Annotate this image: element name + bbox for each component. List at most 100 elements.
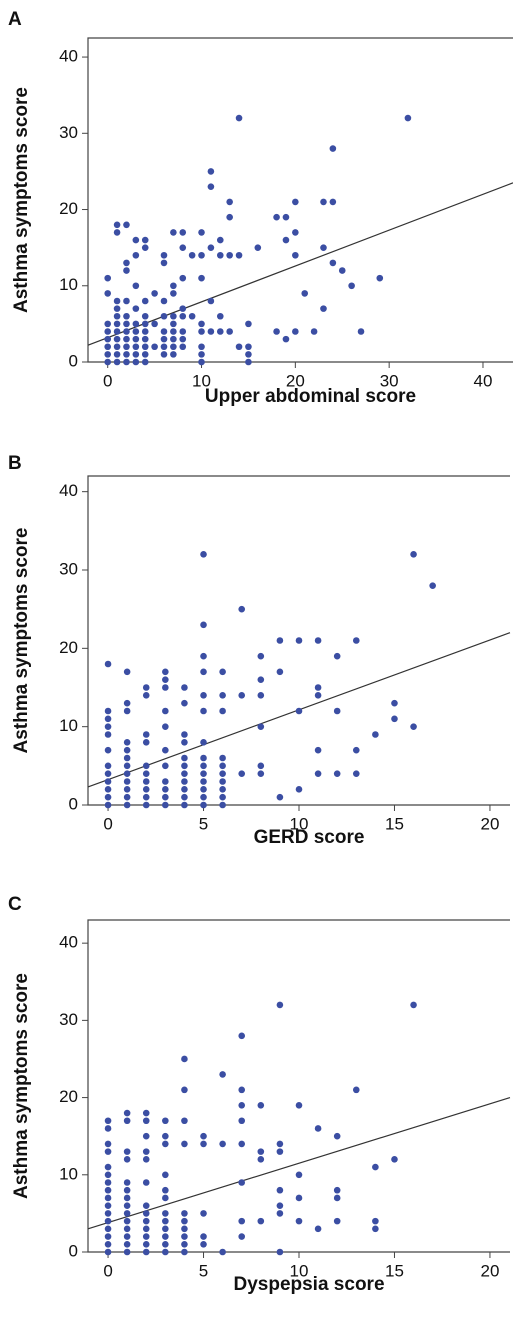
point [404, 114, 412, 122]
point [410, 551, 417, 558]
point [113, 305, 121, 312]
point [162, 1194, 169, 1202]
y-tick-label: 20 [59, 199, 78, 218]
point [104, 746, 112, 754]
point [162, 762, 169, 770]
point [104, 707, 112, 715]
point [179, 328, 187, 335]
point [123, 1217, 131, 1225]
point [200, 778, 207, 785]
point [181, 801, 188, 809]
point [162, 746, 169, 754]
point [123, 1233, 131, 1240]
point [132, 282, 140, 290]
point [292, 198, 299, 206]
point [372, 1217, 379, 1225]
point [104, 786, 112, 793]
point [104, 1148, 112, 1155]
point [179, 274, 187, 282]
point [348, 282, 355, 290]
point [200, 692, 207, 699]
point [104, 351, 112, 358]
point [123, 343, 130, 351]
point [123, 762, 131, 770]
point [219, 793, 226, 801]
point [162, 778, 169, 785]
point [179, 335, 187, 343]
point [238, 1179, 246, 1186]
point [123, 668, 131, 676]
point [320, 198, 327, 206]
point [123, 312, 130, 320]
point [372, 1163, 379, 1171]
point [333, 1194, 341, 1202]
point [292, 229, 299, 236]
x-tick-label: 20 [480, 814, 499, 833]
point [329, 198, 337, 206]
point [219, 778, 226, 785]
panel-label: B [8, 453, 22, 474]
point [142, 692, 150, 699]
point [219, 770, 226, 777]
point [295, 637, 303, 644]
point [151, 290, 158, 297]
point [123, 297, 130, 305]
point [276, 793, 284, 801]
point [162, 1217, 169, 1225]
point [314, 637, 322, 644]
point [200, 739, 207, 746]
point [235, 251, 243, 259]
point [123, 1109, 131, 1117]
point [188, 312, 196, 320]
point [238, 1217, 246, 1225]
point [170, 351, 177, 358]
y-tick-label: 40 [59, 47, 78, 66]
point [235, 343, 243, 351]
point [200, 668, 207, 676]
point [207, 183, 215, 190]
y-axis-title: Asthma symptoms score [11, 87, 32, 313]
point [257, 1217, 265, 1225]
point [200, 1140, 207, 1148]
point [273, 328, 280, 335]
point [333, 1217, 341, 1225]
point [170, 229, 177, 236]
point [181, 1225, 188, 1233]
point [132, 320, 140, 328]
point [104, 335, 112, 343]
point [282, 236, 290, 244]
point [132, 236, 140, 244]
point [181, 786, 188, 793]
point [104, 1117, 112, 1125]
point [104, 1202, 112, 1209]
point [216, 328, 224, 335]
point [123, 1156, 131, 1163]
point [295, 1217, 303, 1225]
point [245, 320, 252, 328]
point [132, 251, 140, 259]
point [132, 335, 140, 343]
point [391, 699, 398, 707]
point [162, 1233, 169, 1240]
point [104, 1125, 112, 1132]
point [181, 684, 188, 691]
point [162, 1248, 169, 1256]
point [226, 251, 233, 259]
point [276, 1140, 284, 1148]
point [142, 1225, 150, 1233]
point [104, 1240, 112, 1248]
point [162, 1186, 169, 1194]
point [273, 213, 280, 221]
point [141, 335, 149, 343]
point [170, 320, 177, 328]
point [219, 668, 226, 676]
point [333, 1186, 341, 1194]
point [245, 351, 252, 358]
point [142, 801, 150, 809]
x-tick-label: 10 [192, 371, 211, 390]
point [123, 1179, 131, 1186]
x-tick-label: 5 [199, 814, 208, 833]
point [181, 793, 188, 801]
point [200, 1240, 207, 1248]
point [219, 754, 226, 762]
